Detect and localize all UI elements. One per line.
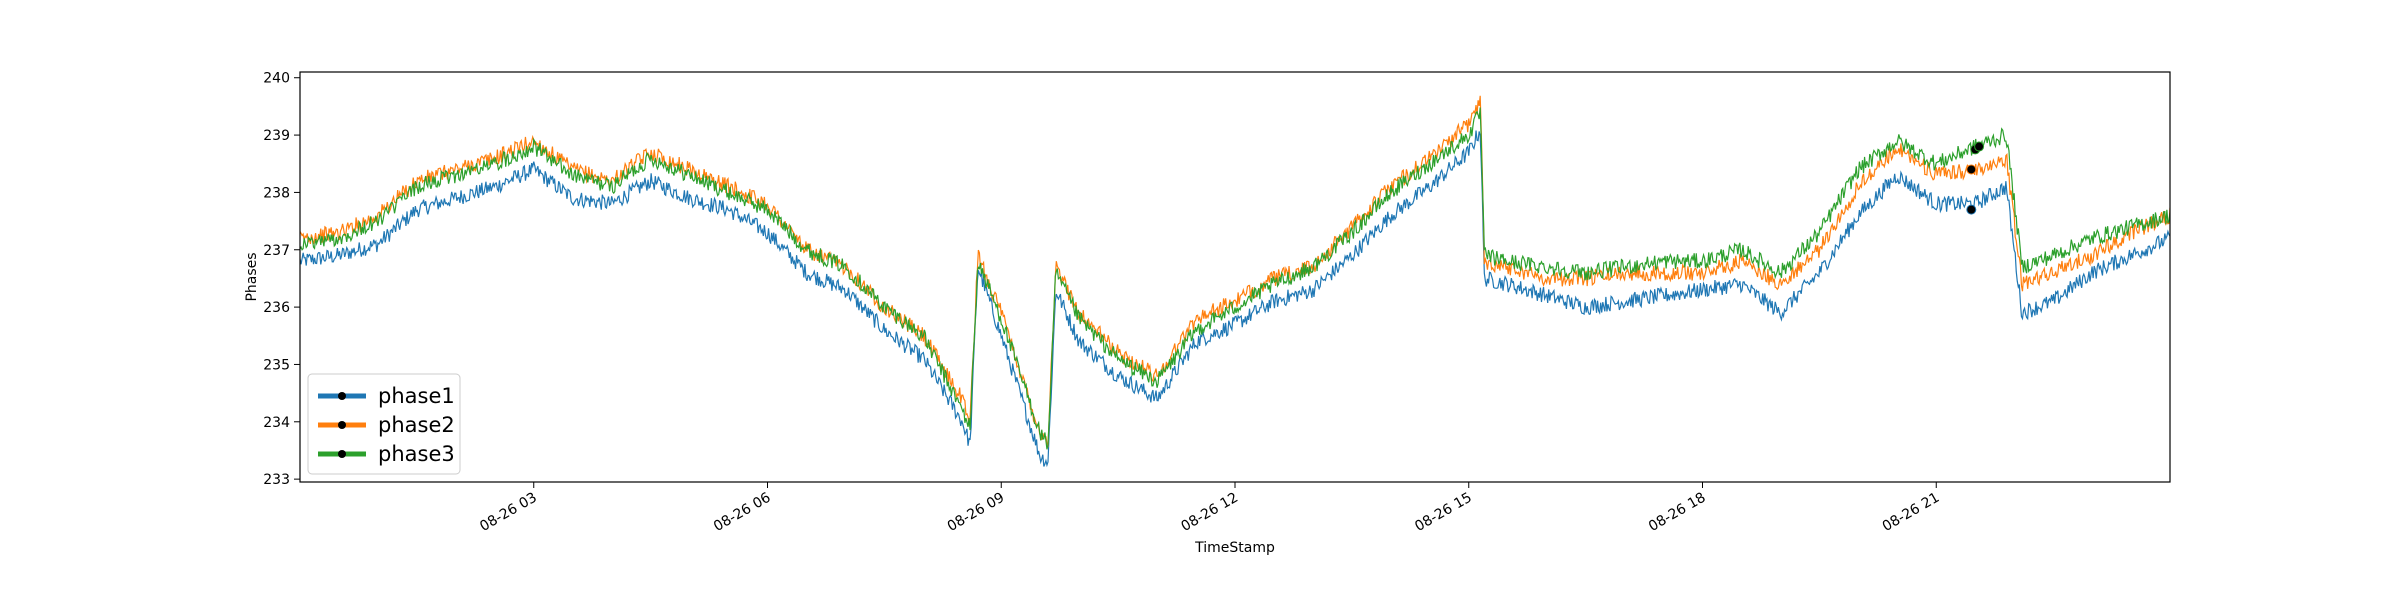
series-markers (1966, 141, 1985, 215)
legend-label-phase2: phase2 (378, 413, 455, 437)
y-tick-label-0: 233 (263, 472, 290, 488)
x-axis-title: TimeStamp (1194, 540, 1275, 556)
y-tick-label-1: 234 (263, 415, 290, 431)
marker-phase1-0 (1966, 204, 1977, 215)
y-axis-title: Phases (244, 252, 260, 301)
marker-phase3-3 (1974, 141, 1985, 152)
legend-marker-phase1 (338, 392, 346, 400)
y-tick-label-4: 237 (263, 243, 290, 259)
series-line-phase2 (300, 95, 2170, 448)
legend: phase1 phase2 phase3 (307, 373, 461, 475)
y-tick-label-7: 240 (263, 71, 290, 87)
legend-label-phase3: phase3 (378, 442, 455, 466)
legend-marker-phase2 (338, 421, 346, 429)
marker-phase2-1 (1966, 164, 1977, 175)
y-tick-label-2: 235 (263, 357, 290, 373)
y-tick-label-5: 238 (263, 185, 290, 201)
legend-box (307, 373, 461, 475)
series-line-phase3 (300, 107, 2170, 450)
legend-marker-phase3 (338, 450, 346, 458)
series-lines (300, 95, 2170, 468)
y-tick-label-6: 239 (263, 128, 290, 144)
y-tick-label-3: 236 (263, 300, 290, 316)
series-line-phase1 (300, 130, 2170, 468)
y-axis: 233 234 235 236 237 238 239 240 (263, 71, 300, 488)
legend-label-phase1: phase1 (378, 384, 455, 408)
